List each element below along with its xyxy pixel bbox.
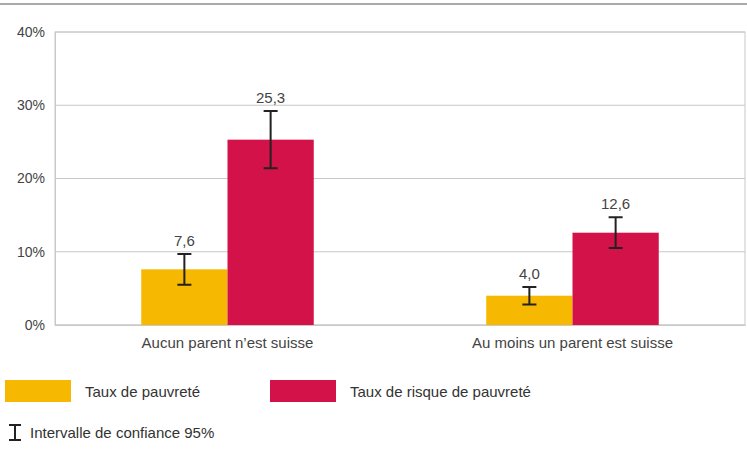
data-label: 12,6 [601, 195, 630, 212]
y-tick: 20% [17, 170, 55, 186]
grid-line [55, 178, 745, 179]
legend-label: Intervalle de confiance 95% [30, 424, 214, 441]
chart: 0%10%20%30%40%Aucun parent n’est suisseA… [0, 0, 747, 460]
grid [55, 32, 745, 325]
y-tick: 40% [17, 24, 55, 40]
data-label: 4,0 [519, 265, 540, 282]
legend-error-icon [9, 425, 21, 440]
error-bar [522, 287, 536, 305]
data-label: 7,6 [174, 232, 195, 249]
error-bar [609, 217, 623, 248]
y-tick: 0% [25, 317, 55, 333]
grid-line [55, 105, 745, 106]
y-tick-label: 30% [17, 97, 45, 113]
plot-frame [55, 32, 745, 325]
x-tick-label: Au moins un parent est suisse [472, 334, 673, 351]
series [228, 111, 659, 325]
x-tick-label: Aucun parent n’est suisse [142, 334, 314, 351]
y-tick-label: 40% [17, 24, 45, 40]
legend-swatch [5, 380, 71, 402]
data-label: 25,3 [256, 89, 285, 106]
y-axis-line [55, 33, 56, 326]
legend-swatch [270, 380, 336, 402]
y-tick: 10% [17, 244, 55, 260]
error-bar [264, 111, 278, 168]
data-labels: 7,6 4,0 25,3 12,6 [174, 89, 630, 282]
marks [141, 111, 659, 325]
y-tick-label: 10% [17, 244, 45, 260]
x-axis-line [56, 325, 746, 326]
x-tick: Au moins un parent est suisse [472, 325, 673, 351]
y-axis: 0% 10% 20% 30% 40% [17, 24, 56, 333]
y-tick-label: 0% [25, 317, 45, 333]
x-axis: Aucun parent n’est suisse Au moins un par… [56, 325, 746, 351]
error-bar [177, 254, 191, 285]
top-rule [0, 4, 747, 5]
y-tick-label: 20% [17, 170, 45, 186]
legend-label: Taux de pauvreté [85, 383, 200, 400]
series [141, 254, 572, 325]
x-tick: Aucun parent n’est suisse [142, 325, 314, 351]
plot: 0%10%20%30%40%Aucun parent n’est suisseA… [17, 24, 746, 351]
y-tick: 30% [17, 97, 55, 113]
legend: Taux de pauvreté Taux de risque de pauvre… [5, 380, 531, 441]
legend-label: Taux de risque de pauvreté [350, 383, 531, 400]
